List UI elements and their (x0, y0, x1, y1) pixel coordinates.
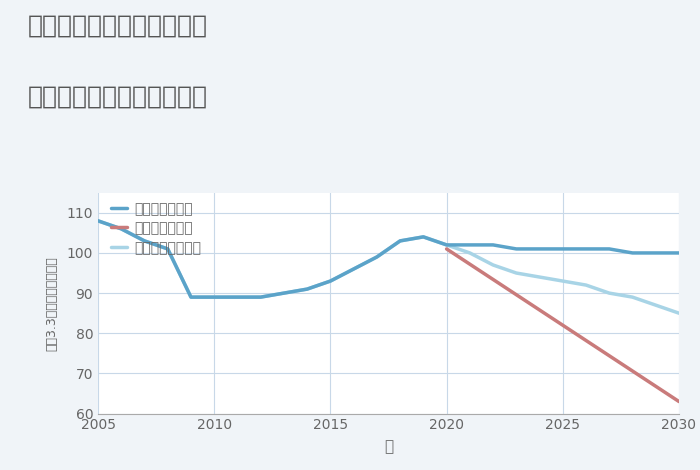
ノーマルシナリオ (419, 234, 428, 240)
Line: グッドシナリオ: グッドシナリオ (98, 221, 679, 297)
グッドシナリオ (256, 294, 265, 300)
ノーマルシナリオ (652, 302, 660, 308)
Text: 中古マンションの価格推移: 中古マンションの価格推移 (28, 85, 208, 109)
ノーマルシナリオ (164, 246, 172, 252)
ノーマルシナリオ (233, 294, 242, 300)
ノーマルシナリオ (349, 266, 358, 272)
グッドシナリオ (210, 294, 218, 300)
ノーマルシナリオ (536, 274, 544, 280)
グッドシナリオ (466, 242, 474, 248)
Line: バッドシナリオ: バッドシナリオ (447, 249, 679, 401)
グッドシナリオ (233, 294, 242, 300)
ノーマルシナリオ (675, 310, 683, 316)
グッドシナリオ (536, 246, 544, 252)
ノーマルシナリオ (372, 254, 381, 260)
ノーマルシナリオ (326, 278, 335, 284)
ノーマルシナリオ (94, 218, 102, 224)
グッドシナリオ (605, 246, 613, 252)
グッドシナリオ (629, 250, 637, 256)
Line: ノーマルシナリオ: ノーマルシナリオ (98, 221, 679, 313)
ノーマルシナリオ (466, 250, 474, 256)
グッドシナリオ (164, 246, 172, 252)
グッドシナリオ (652, 250, 660, 256)
ノーマルシナリオ (582, 282, 590, 288)
X-axis label: 年: 年 (384, 439, 393, 454)
グッドシナリオ (94, 218, 102, 224)
グッドシナリオ (303, 286, 312, 292)
グッドシナリオ (442, 242, 451, 248)
ノーマルシナリオ (442, 242, 451, 248)
ノーマルシナリオ (280, 290, 288, 296)
グッドシナリオ (419, 234, 428, 240)
ノーマルシナリオ (256, 294, 265, 300)
ノーマルシナリオ (187, 294, 195, 300)
グッドシナリオ (396, 238, 405, 244)
グッドシナリオ (326, 278, 335, 284)
ノーマルシナリオ (559, 278, 567, 284)
ノーマルシナリオ (605, 290, 613, 296)
グッドシナリオ (280, 290, 288, 296)
バッドシナリオ (559, 322, 567, 328)
グッドシナリオ (372, 254, 381, 260)
グッドシナリオ (512, 246, 521, 252)
グッドシナリオ (559, 246, 567, 252)
Text: 奈良県磯城郡三宅町屏風の: 奈良県磯城郡三宅町屏風の (28, 14, 208, 38)
バッドシナリオ (442, 246, 451, 252)
グッドシナリオ (489, 242, 497, 248)
ノーマルシナリオ (303, 286, 312, 292)
ノーマルシナリオ (117, 226, 125, 232)
ノーマルシナリオ (629, 294, 637, 300)
ノーマルシナリオ (396, 238, 405, 244)
Legend: グッドシナリオ, バッドシナリオ, ノーマルシナリオ: グッドシナリオ, バッドシナリオ, ノーマルシナリオ (111, 202, 202, 255)
グッドシナリオ (117, 226, 125, 232)
Y-axis label: 平（3.3㎡）単価（万円）: 平（3.3㎡）単価（万円） (46, 256, 58, 351)
グッドシナリオ (140, 238, 148, 244)
ノーマルシナリオ (140, 238, 148, 244)
グッドシナリオ (582, 246, 590, 252)
グッドシナリオ (675, 250, 683, 256)
ノーマルシナリオ (489, 262, 497, 268)
ノーマルシナリオ (512, 270, 521, 276)
バッドシナリオ (675, 399, 683, 404)
グッドシナリオ (187, 294, 195, 300)
ノーマルシナリオ (210, 294, 218, 300)
グッドシナリオ (349, 266, 358, 272)
